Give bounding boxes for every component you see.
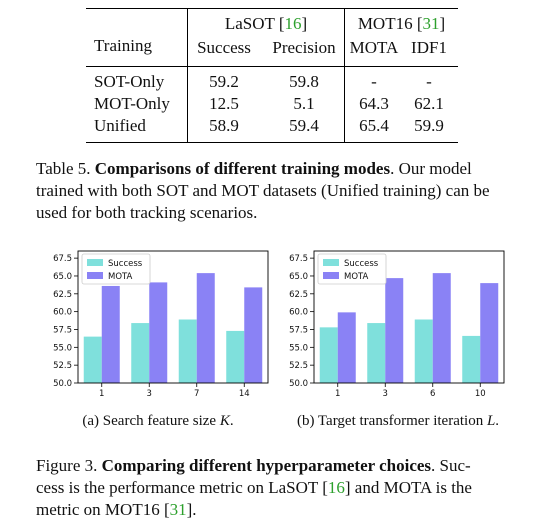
y-tick-label: 65.0 — [53, 272, 72, 282]
header-lasot: LaSOT [16] — [224, 14, 308, 33]
figure-caption-line-1: Figure 3. Comparing different hyperparam… — [36, 456, 471, 475]
x-tick-label: 3 — [383, 389, 388, 399]
subcaption-a: (a) Search feature size K. — [82, 413, 234, 429]
table-vline-2 — [344, 8, 345, 142]
subcaption-b: (b) Target transformer iteration L. — [296, 413, 500, 429]
table-cell: 12.5 — [209, 94, 239, 113]
table-cell: - — [371, 72, 377, 91]
table-bottom-rule — [86, 142, 458, 144]
legend-label-success: Success — [344, 259, 379, 269]
row-label: MOT-Only — [94, 94, 170, 113]
x-tick-label: 14 — [239, 389, 250, 399]
bar-success-1 — [319, 327, 338, 383]
y-tick-label: 60.0 — [289, 308, 308, 318]
x-tick-label: 10 — [475, 389, 486, 399]
bar-success-3 — [131, 323, 150, 383]
y-tick-label: 57.5 — [289, 325, 308, 335]
bar-mota-7 — [196, 273, 215, 383]
bar-success-6 — [414, 319, 433, 383]
row-label: Unified — [94, 116, 146, 135]
bar-chart-transformer-iteration: 50.0 52.5 55.0 57.5 60.0 62.5 65.0 67.5 1 3 6 10 Suc… — [289, 250, 505, 399]
table-cell: 59.9 — [414, 116, 444, 135]
x-tick-label: 1 — [99, 389, 104, 399]
table-cell: 59.8 — [289, 72, 319, 91]
table-top-rule — [86, 8, 458, 10]
figure-caption-line-3: metric on MOT16 [31]. — [36, 500, 197, 519]
plot-frame — [313, 250, 505, 384]
figure-caption-line-2: cess is the performance metric on LaSOT … — [36, 478, 472, 497]
legend-swatch-success — [323, 259, 339, 266]
header-mota: MOTA — [349, 38, 399, 57]
bar-mota-6 — [432, 273, 451, 383]
header-idf1: IDF1 — [411, 38, 447, 57]
ref-link-16[interactable]: 16 — [284, 14, 302, 33]
header-precision: Precision — [272, 38, 336, 57]
header-success: Success — [197, 38, 251, 57]
bar-success-1 — [83, 336, 102, 383]
y-tick-label: 65.0 — [289, 272, 308, 282]
y-tick-label: 57.5 — [53, 325, 72, 335]
legend-swatch-mota — [87, 272, 103, 279]
x-tick-label: 6 — [430, 389, 435, 399]
y-tick-label: 67.5 — [289, 254, 308, 264]
x-tick-label: 3 — [147, 389, 152, 399]
bar-success-14 — [226, 330, 245, 383]
bar-success-3 — [367, 323, 386, 383]
header-mot16: MOT16 [31] — [357, 14, 446, 33]
ref-link-16[interactable]: 16 — [327, 478, 345, 497]
results-table: Training LaSOT [16] MOT16 [31] Success P… — [86, 8, 458, 144]
plot-frame — [77, 250, 269, 384]
y-tick-label: 62.5 — [53, 290, 72, 300]
legend-label-mota: MOTA — [108, 272, 133, 282]
legend-label-mota: MOTA — [344, 272, 369, 282]
ref-link-31[interactable]: 31 — [169, 500, 187, 519]
x-tick-label: 7 — [194, 389, 199, 399]
y-tick-label: 52.5 — [53, 361, 72, 371]
y-tick-label: 50.0 — [53, 379, 72, 389]
bar-mota-1 — [101, 285, 120, 383]
table-cell: 62.1 — [414, 94, 444, 113]
legend: Success MOTA — [81, 253, 151, 285]
y-tick-label: 62.5 — [289, 290, 308, 300]
table-cell: 59.4 — [289, 116, 319, 135]
table-cell: 65.4 — [359, 116, 389, 135]
table-vline-1 — [187, 8, 188, 142]
table-cell: - — [426, 72, 432, 91]
y-tick-label: 67.5 — [53, 254, 72, 264]
bar-mota-3 — [149, 282, 168, 383]
row-label: SOT-Only — [94, 72, 165, 91]
legend-swatch-mota — [323, 272, 339, 279]
y-tick-label: 55.0 — [289, 343, 308, 353]
bar-chart-search-feature-size: 50.0 52.5 55.0 57.5 60.0 62.5 65.0 67.5 1 3 7 14 Suc… — [53, 250, 269, 399]
header-training: Training — [94, 36, 152, 55]
y-tick-label: 60.0 — [53, 308, 72, 318]
bar-success-10 — [462, 335, 481, 383]
legend-label-success: Success — [108, 259, 143, 269]
table-cell: 59.2 — [209, 72, 239, 91]
table-cell: 64.3 — [359, 94, 389, 113]
bar-mota-1 — [337, 312, 356, 383]
ref-link-31[interactable]: 31 — [422, 14, 440, 33]
bar-success-7 — [178, 319, 197, 383]
table-caption-line-2: trained with both SOT and MOT datasets (… — [36, 181, 490, 200]
bar-mota-3 — [385, 278, 404, 383]
legend-swatch-success — [87, 259, 103, 266]
x-tick-label: 1 — [335, 389, 340, 399]
y-tick-label: 55.0 — [53, 343, 72, 353]
bar-mota-10 — [480, 283, 499, 383]
table-caption-line-3: used for both tracking scenarios. — [36, 203, 258, 222]
table-caption-line-1: Table 5. Comparisons of different traini… — [36, 159, 472, 178]
table-mid-rule — [86, 66, 458, 67]
table-cell: 58.9 — [209, 116, 239, 135]
legend: Success MOTA — [317, 253, 387, 285]
table-cell: 5.1 — [293, 94, 315, 113]
y-tick-label: 52.5 — [289, 361, 308, 371]
y-tick-label: 50.0 — [289, 379, 308, 389]
bar-mota-14 — [244, 287, 263, 383]
